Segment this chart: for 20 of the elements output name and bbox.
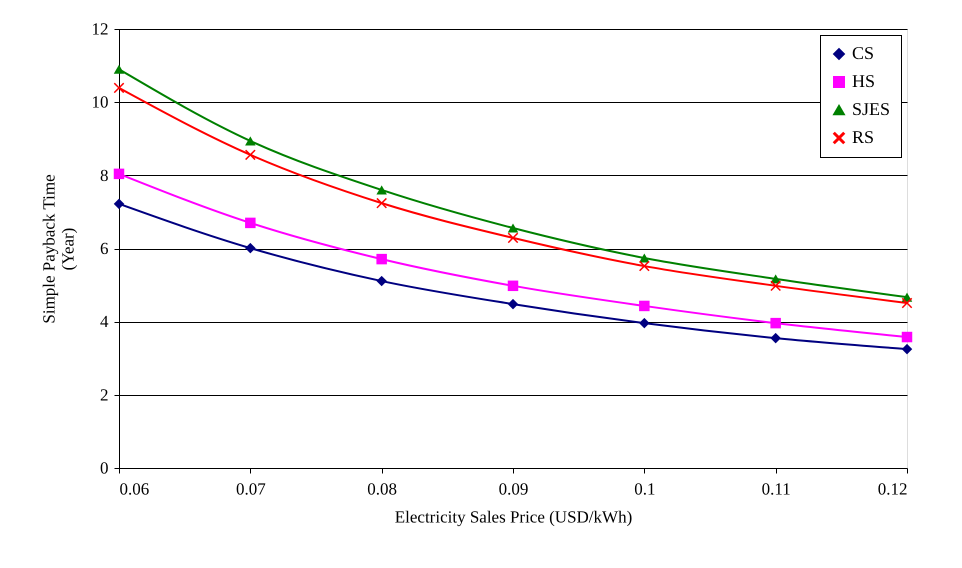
y-axis-title: Simple Payback Time (Year) [40, 174, 78, 324]
x-tick-label: 0.12 [878, 480, 908, 498]
x-tick-label: 0.07 [236, 480, 266, 498]
x-tick-label: 0.06 [120, 480, 150, 498]
y-tick-label: 2 [100, 385, 108, 404]
x-tick-label: 0.08 [367, 480, 398, 498]
legend-label: CS [852, 43, 874, 63]
y-tick-label: 6 [100, 239, 108, 258]
legend-label: SJES [852, 99, 890, 119]
legend-label: HS [852, 71, 876, 91]
x-tick-label: 0.09 [498, 480, 528, 498]
x-tick-label: 0.1 [634, 480, 656, 498]
y-tick-label: 10 [92, 92, 108, 112]
x-axis-title: Electricity Sales Price (USD/kWh) [394, 508, 632, 526]
x-tick-label: 0.11 [762, 480, 791, 498]
y-tick-label: 4 [100, 312, 109, 332]
y-tick-label: 8 [100, 166, 108, 185]
y-tick-label: 12 [92, 20, 108, 38]
y-tick-label: 0 [100, 458, 108, 478]
legend-label: RS [852, 127, 874, 147]
